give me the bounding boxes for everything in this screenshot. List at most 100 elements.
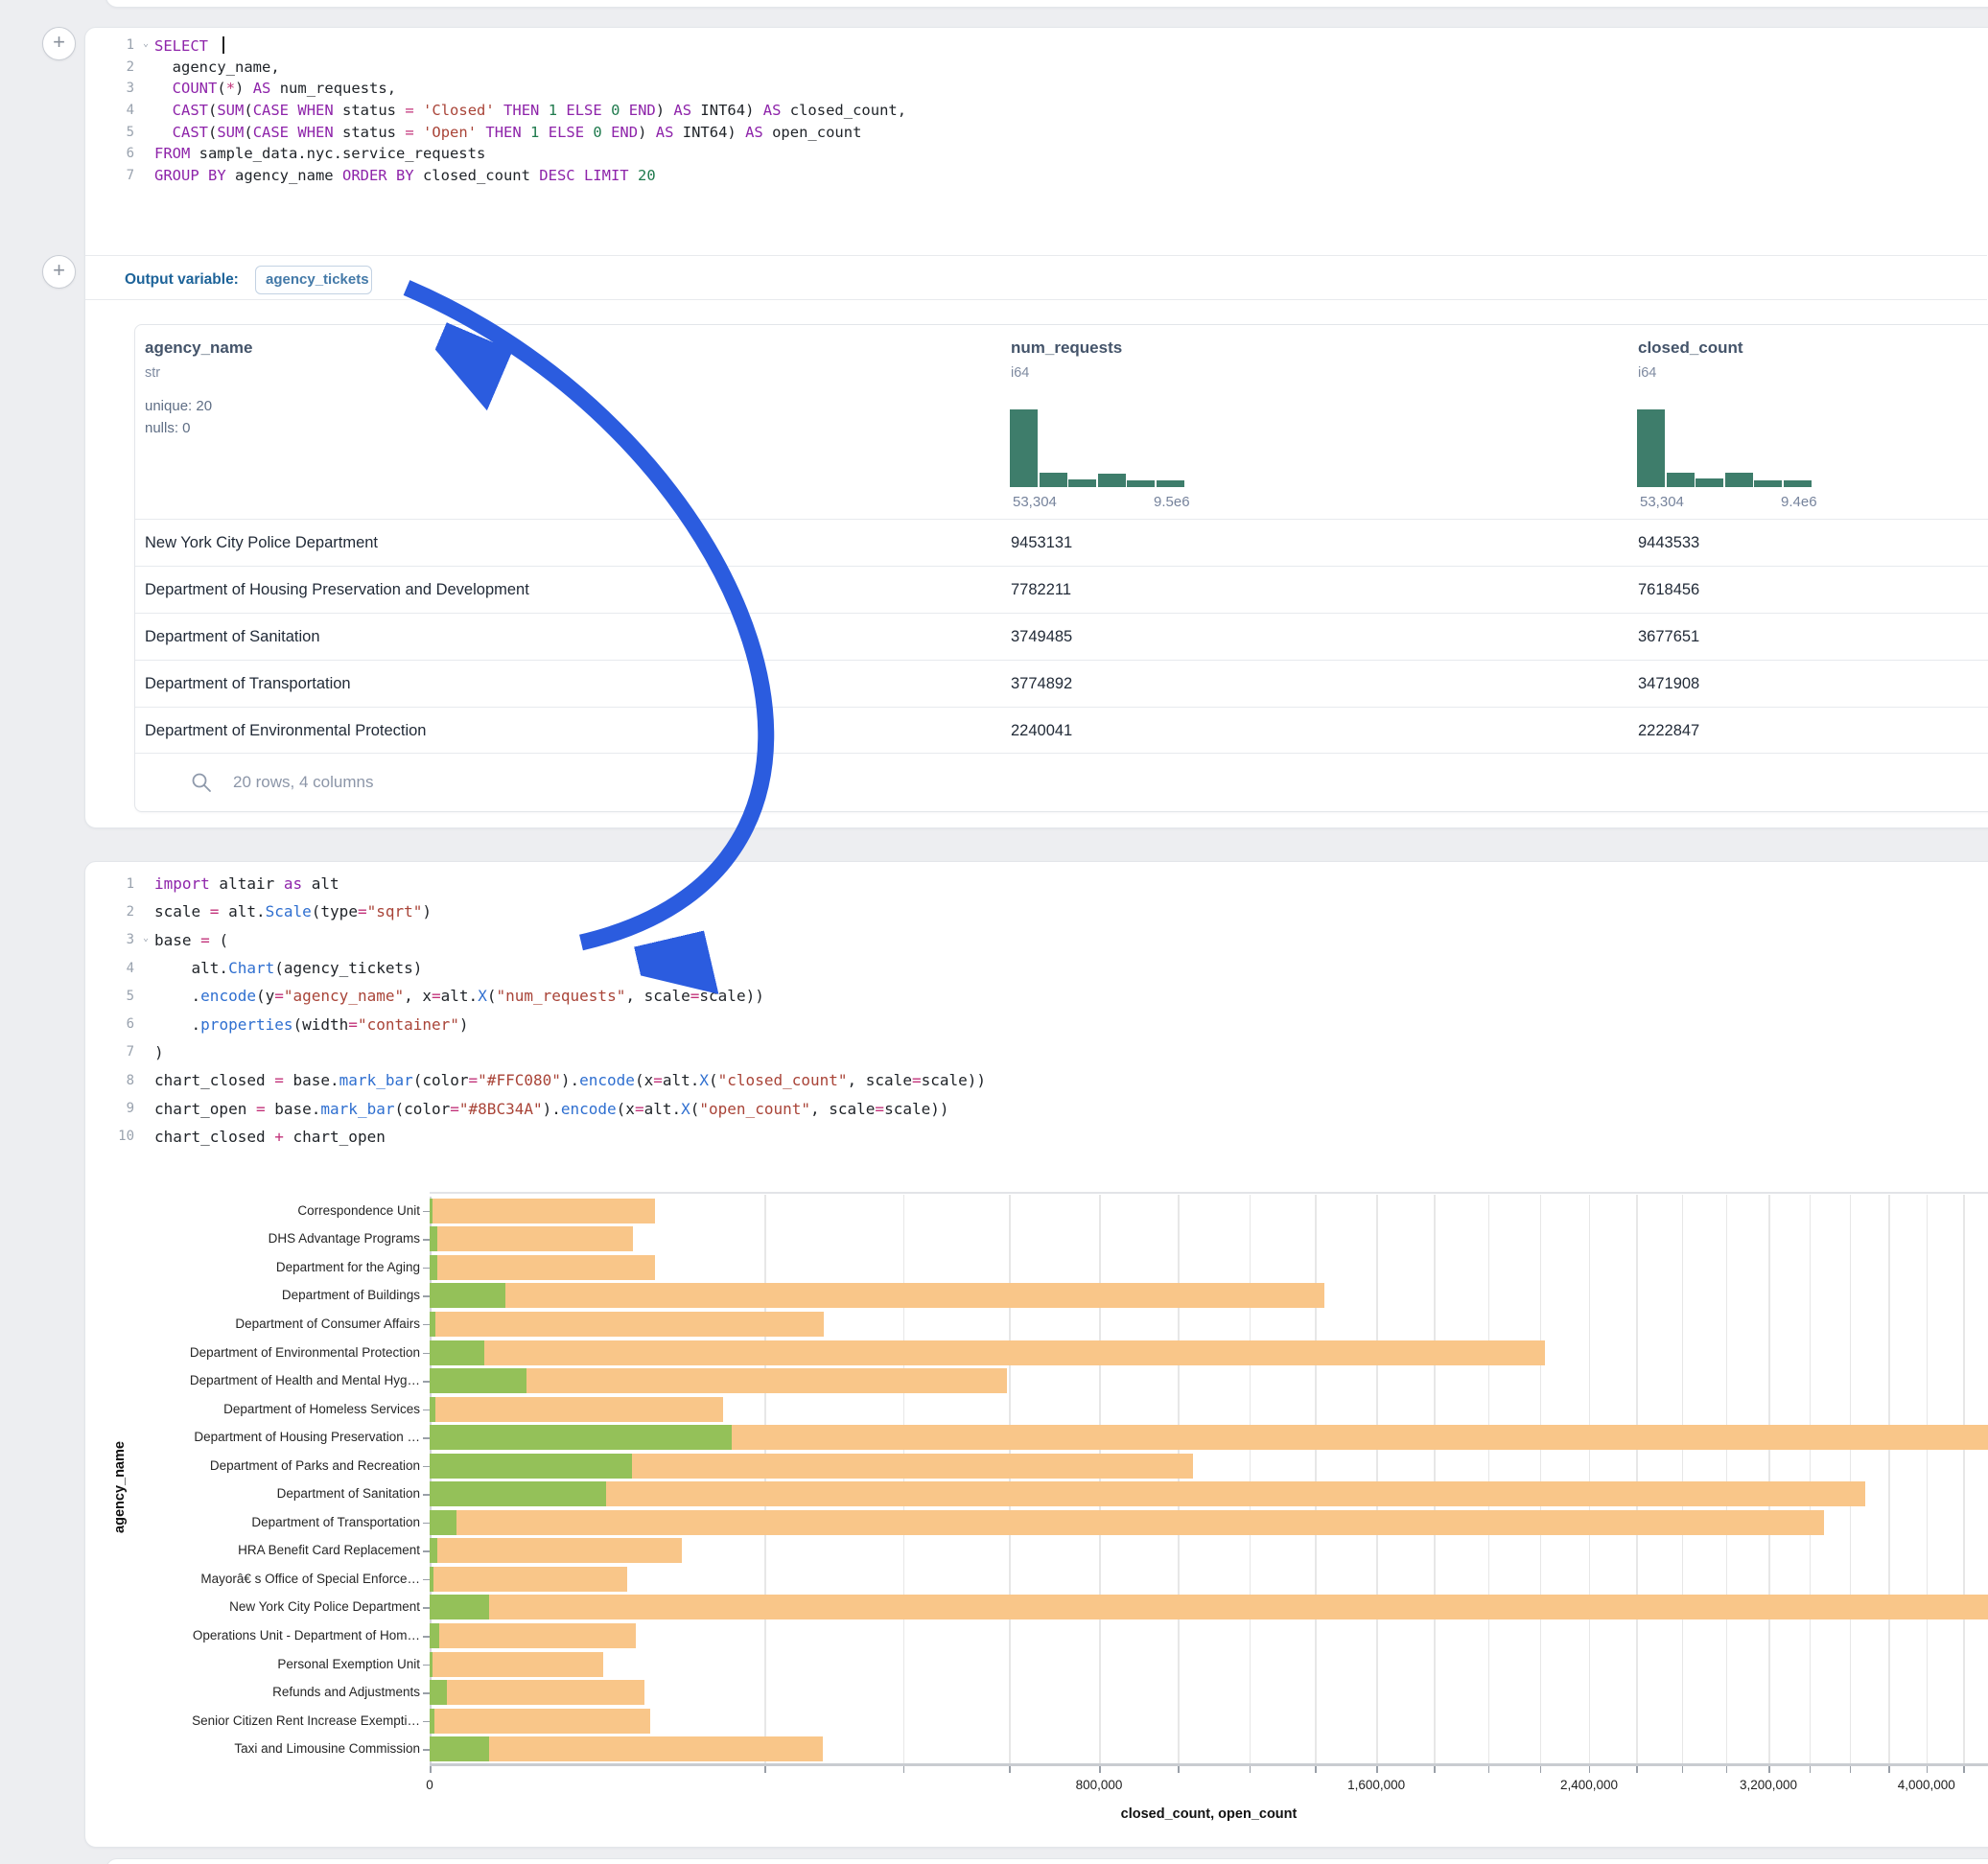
code-line[interactable]: 1⌄SELECT: [84, 35, 1988, 57]
table-cell: 3471908: [1638, 675, 1699, 693]
histogram-bar: [1068, 479, 1096, 487]
notebook-page: + + 1⌄SELECT 2 agency_name,3 COUNT(*) AS…: [0, 0, 1988, 1864]
table-row: Department of Transportation 3774892 34719…: [135, 660, 1988, 708]
code-text: scale = alt.Scale(type="sqrt"): [154, 902, 432, 920]
line-number: 5: [84, 125, 134, 140]
histogram-bar: [1010, 409, 1038, 487]
code-line[interactable]: 4 alt.Chart(agency_tickets): [84, 954, 1988, 982]
line-number: 6: [84, 1016, 134, 1032]
code-line[interactable]: 6 FROM sample_data.nyc.service_requests: [84, 143, 1988, 165]
column-header-closed-count[interactable]: closed_count: [1638, 338, 1743, 358]
code-line[interactable]: 9 chart_open = base.mark_bar(color="#8BC3…: [84, 1094, 1988, 1122]
line-number: 5: [84, 989, 134, 1004]
histogram-bar: [1098, 474, 1126, 487]
line-number: 8: [84, 1073, 134, 1088]
code-line[interactable]: 2 agency_name,: [84, 57, 1988, 79]
table-cell: 9443533: [1638, 534, 1699, 552]
histogram-max-label: 9.5e6: [1154, 494, 1190, 510]
code-text: base = (: [154, 931, 228, 949]
code-text: FROM sample_data.nyc.service_requests: [154, 145, 485, 162]
code-line[interactable]: 3 COUNT(*) AS num_requests,: [84, 78, 1988, 100]
histogram-max-label: 9.4e6: [1781, 494, 1817, 510]
code-line[interactable]: 8 chart_closed = base.mark_bar(color="#FF…: [84, 1066, 1988, 1094]
line-number: 7: [84, 1044, 134, 1060]
table-cell: 2240041: [1011, 722, 1072, 740]
python-code-editor[interactable]: 1 import altair as alt 2 scale = alt.Scale(…: [84, 870, 1988, 1151]
column-header-num-requests[interactable]: num_requests: [1011, 338, 1122, 358]
histogram-bar: [1637, 409, 1665, 487]
chevron-down-icon[interactable]: ⌄: [143, 38, 149, 49]
code-text: .encode(y="agency_name", x=alt.X("num_re…: [154, 987, 764, 1005]
code-line[interactable]: 7): [84, 1038, 1988, 1066]
histogram-num-requests: [1010, 409, 1184, 487]
histogram-bar: [1667, 473, 1695, 487]
code-line[interactable]: 1 import altair as alt: [84, 870, 1988, 897]
column-stat-nulls: nulls: 0: [145, 420, 191, 436]
add-cell-button-top[interactable]: +: [42, 27, 76, 60]
line-number: 7: [84, 168, 134, 183]
table-row: Department of Sanitation37494853677651: [135, 613, 1988, 661]
table-cell: Department of Transportation: [145, 675, 351, 693]
table-row: Department of Environmental Protection 22…: [135, 707, 1988, 755]
column-type-closed-count: i64: [1638, 365, 1656, 381]
code-text: COUNT(*) AS num_requests,: [154, 80, 396, 97]
line-number: 1: [84, 876, 134, 892]
table-cell: 3677651: [1638, 628, 1699, 646]
code-line[interactable]: 2 scale = alt.Scale(type="sqrt"): [84, 897, 1988, 925]
histogram-bar: [1784, 480, 1812, 487]
column-header-agency-name[interactable]: agency_name: [145, 338, 252, 358]
line-number: 2: [84, 59, 134, 75]
code-text: GROUP BY agency_name ORDER BY closed_cou…: [154, 167, 656, 184]
code-text: chart_closed = base.mark_bar(color="#FFC…: [154, 1071, 986, 1089]
code-line[interactable]: 5 .encode(y="agency_name", x=alt.X("num_…: [84, 982, 1988, 1010]
chevron-down-icon[interactable]: ⌄: [143, 933, 149, 944]
column-type-agency-name: str: [145, 365, 160, 381]
code-line[interactable]: 7 GROUP BY agency_name ORDER BY closed_co…: [84, 165, 1988, 187]
previous-cell-edge: [105, 0, 1988, 8]
line-number: 3⌄: [84, 932, 134, 947]
histogram-bar: [1040, 473, 1067, 487]
code-line[interactable]: 4 CAST(SUM(CASE WHEN status = 'Closed' T…: [84, 100, 1988, 122]
table-cell: Department of Environmental Protection: [145, 722, 426, 740]
line-number: 9: [84, 1101, 134, 1116]
code-line[interactable]: 10 chart_closed + chart_open: [84, 1123, 1988, 1151]
output-variable-chip[interactable]: agency_tickets: [255, 266, 372, 294]
output-variable-label: Output variable:: [125, 271, 239, 289]
column-stat-unique: unique: 20: [145, 398, 212, 414]
code-line[interactable]: 3⌄ base = (: [84, 926, 1988, 954]
code-text: import altair as alt: [154, 874, 339, 893]
histogram-bar: [1157, 480, 1184, 487]
histogram-closed-count: [1637, 409, 1812, 487]
table-cell: Department of Sanitation: [145, 628, 320, 646]
cell-section-divider-2: [85, 299, 1987, 300]
code-text: ): [154, 1043, 164, 1061]
table-row: New York City Police Department945313194…: [135, 519, 1988, 567]
column-type-num-requests: i64: [1011, 365, 1029, 381]
code-line[interactable]: 5 CAST(SUM(CASE WHEN status = 'Open' THE…: [84, 121, 1988, 143]
code-text: chart_open = base.mark_bar(color="#8BC34…: [154, 1100, 949, 1118]
table-footer: 20 rows, 4 columns: [135, 753, 1988, 811]
histogram-bar: [1127, 480, 1155, 487]
next-cell-edge: [105, 1858, 1988, 1864]
histogram-bar: [1696, 478, 1723, 487]
line-number: 10: [84, 1129, 134, 1144]
code-text: alt.Chart(agency_tickets): [154, 959, 422, 977]
table-cell: 3774892: [1011, 675, 1072, 693]
cell-section-divider: [85, 255, 1987, 256]
histogram-min-label: 53,304: [1640, 494, 1684, 510]
search-icon[interactable]: [191, 772, 212, 793]
code-text: chart_closed + chart_open: [154, 1128, 386, 1146]
sql-code-editor[interactable]: 1⌄SELECT 2 agency_name,3 COUNT(*) AS num…: [84, 35, 1988, 186]
table-cell: Department of Housing Preservation and D…: [145, 581, 529, 599]
table-cell: 2222847: [1638, 722, 1699, 740]
histogram-bar: [1725, 473, 1753, 487]
table-row: Department of Housing Preservation and D…: [135, 566, 1988, 614]
code-line[interactable]: 6 .properties(width="container"): [84, 1010, 1988, 1037]
add-cell-button-middle[interactable]: +: [42, 255, 76, 289]
line-number: 3: [84, 81, 134, 96]
code-text: .properties(width="container"): [154, 1015, 469, 1034]
code-text: agency_name,: [154, 58, 280, 76]
line-number: 6: [84, 146, 134, 161]
line-number: 2: [84, 904, 134, 920]
code-text: SELECT: [154, 36, 224, 55]
